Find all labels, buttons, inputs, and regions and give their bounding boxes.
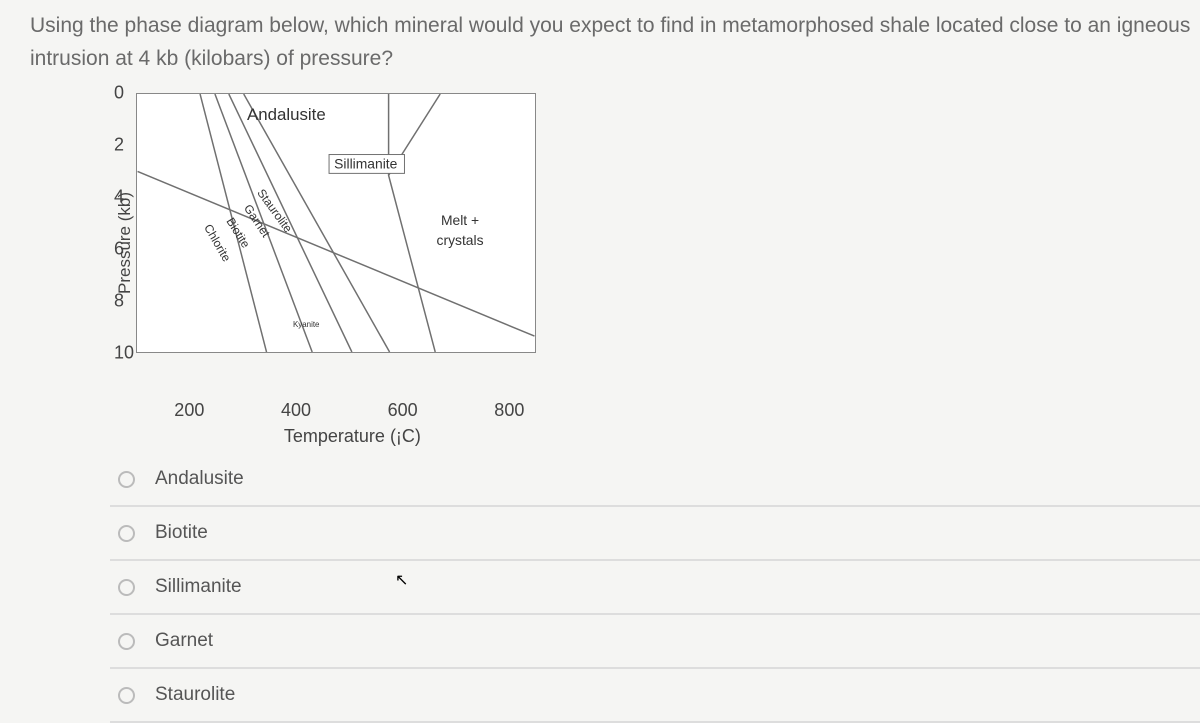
option-label: Sillimanite bbox=[155, 576, 242, 598]
diagram-label: Melt + bbox=[441, 212, 479, 228]
y-tick: 8 bbox=[114, 291, 124, 312]
option-label: Andalusite bbox=[155, 468, 244, 490]
phase-diagram: Pressure (kb) AndalusiteSillimaniteStaur… bbox=[110, 93, 540, 393]
x-tick: 800 bbox=[494, 400, 524, 421]
diagram-label: Sillimanite bbox=[334, 156, 398, 172]
option-row[interactable]: Staurolite bbox=[110, 669, 1200, 723]
y-tick: 10 bbox=[114, 343, 134, 364]
y-tick: 2 bbox=[114, 135, 124, 156]
diagram-svg: AndalusiteSillimaniteStauroliteGarnetBio… bbox=[136, 93, 536, 353]
radio-icon[interactable] bbox=[118, 525, 135, 542]
option-label: Staurolite bbox=[155, 684, 235, 706]
x-tick: 400 bbox=[281, 400, 311, 421]
radio-icon[interactable] bbox=[118, 471, 135, 488]
x-tick: 200 bbox=[174, 400, 204, 421]
option-row[interactable]: Biotite bbox=[110, 507, 1200, 561]
x-tick: 600 bbox=[388, 400, 418, 421]
option-row[interactable]: Sillimanite bbox=[110, 561, 1200, 615]
option-label: Biotite bbox=[155, 522, 208, 544]
option-label: Garnet bbox=[155, 630, 213, 652]
question-text: Using the phase diagram below, which min… bbox=[30, 10, 1200, 75]
answer-options: Andalusite Biotite Sillimanite Garnet Stauro… bbox=[110, 453, 1200, 723]
radio-icon[interactable] bbox=[118, 579, 135, 596]
content-area: Pressure (kb) AndalusiteSillimaniteStaur… bbox=[30, 93, 1200, 723]
option-row[interactable]: Garnet bbox=[110, 615, 1200, 669]
phase-boundary bbox=[138, 171, 535, 336]
phase-boundary bbox=[389, 94, 436, 352]
radio-icon[interactable] bbox=[118, 687, 135, 704]
y-tick: 4 bbox=[114, 187, 124, 208]
radio-icon[interactable] bbox=[118, 633, 135, 650]
y-tick: 0 bbox=[114, 83, 124, 104]
option-row[interactable]: Andalusite bbox=[110, 453, 1200, 507]
x-axis-label: Temperature (¡C) bbox=[284, 426, 421, 447]
y-tick: 6 bbox=[114, 239, 124, 260]
diagram-label: crystals bbox=[437, 232, 484, 248]
diagram-label: Kyanite bbox=[293, 320, 320, 329]
diagram-label: Andalusite bbox=[247, 105, 326, 124]
